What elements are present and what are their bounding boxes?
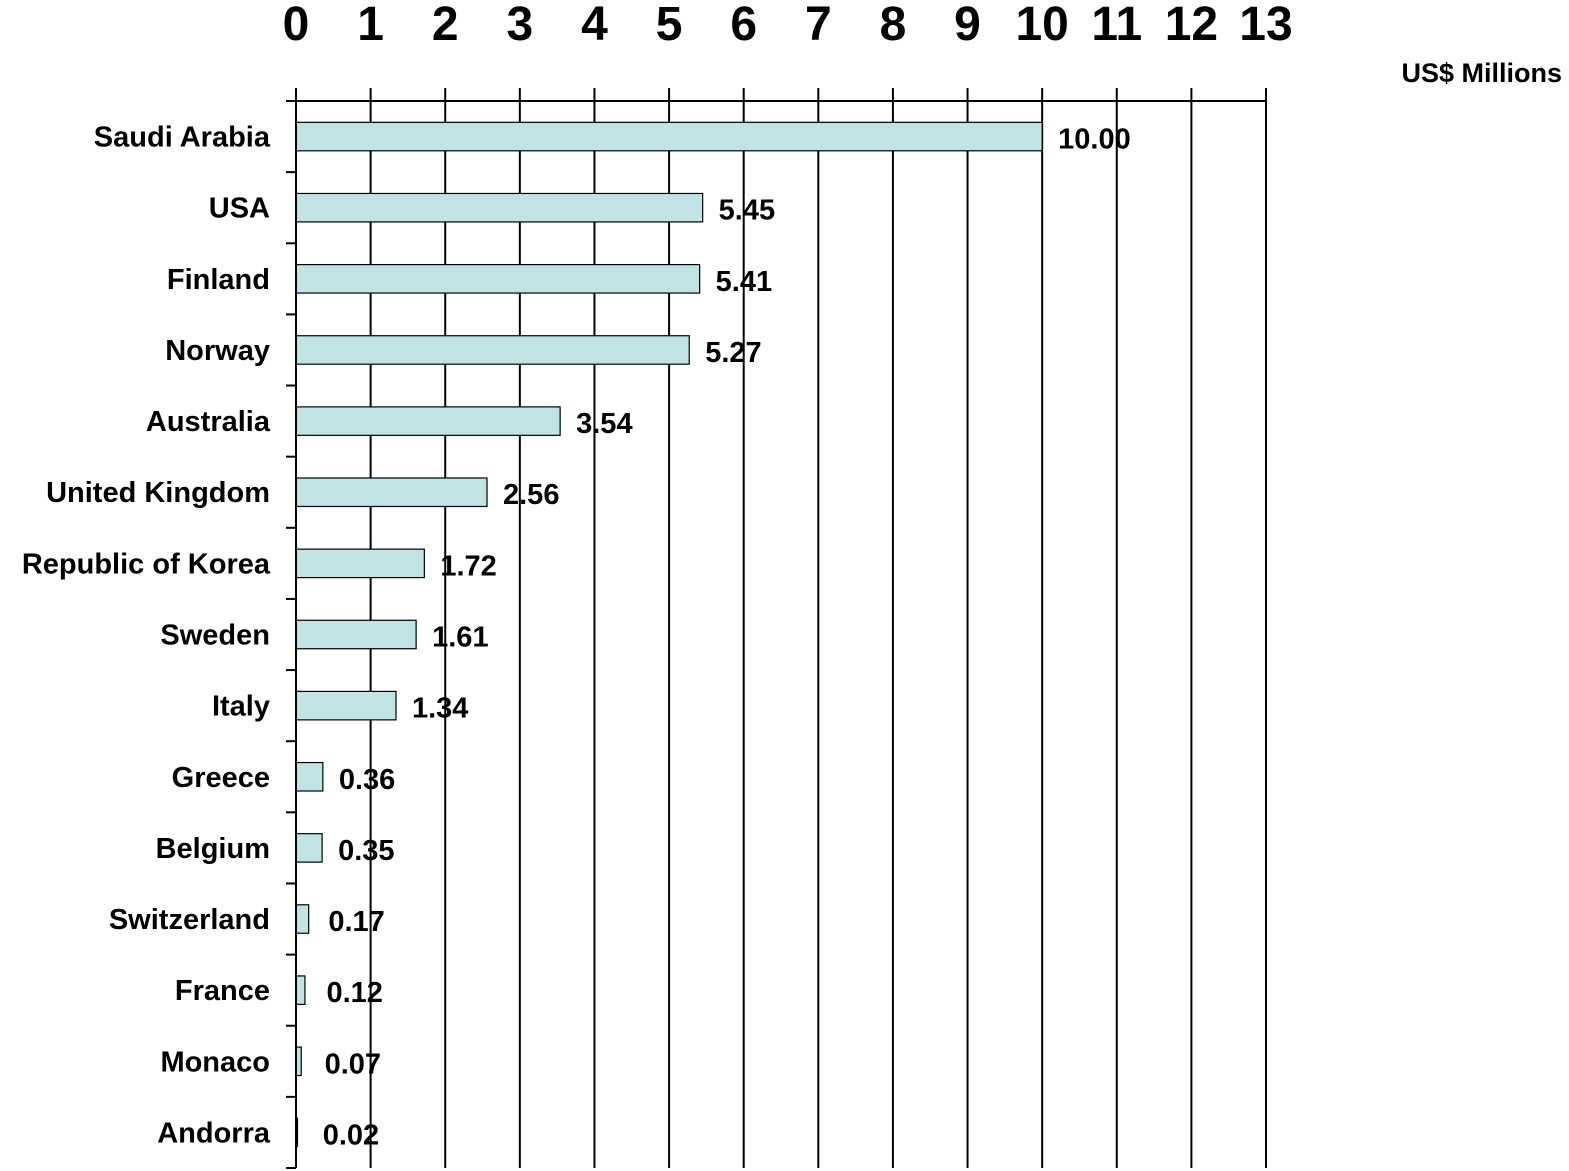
category-label-14: Andorra (157, 1117, 271, 1149)
value-label-3: 5.27 (705, 337, 761, 369)
category-label-8: Italy (212, 691, 270, 723)
x-tick-label-12: 12 (1165, 0, 1218, 51)
value-label-4: 3.54 (576, 408, 632, 440)
bar-6 (295, 548, 425, 579)
bar-9 (295, 761, 324, 792)
category-labels: Saudi Arabia USA Finland Norway Australia Uni… (22, 122, 271, 1150)
category-label-2: Finland (167, 264, 270, 296)
category-label-6: Republic of Korea (22, 548, 271, 580)
x-tick-label-8: 8 (880, 0, 907, 51)
x-tick-label-3: 3 (506, 0, 533, 51)
value-label-14: 0.02 (323, 1119, 379, 1151)
value-label-12: 0.12 (326, 977, 382, 1009)
bar-12 (295, 975, 306, 1005)
category-label-9: Greece (172, 762, 270, 794)
bar-7 (295, 619, 417, 650)
x-tick-label-10: 10 (1015, 0, 1068, 51)
category-label-12: France (175, 975, 270, 1007)
category-label-13: Monaco (160, 1046, 270, 1078)
value-label-6: 1.72 (440, 550, 496, 582)
value-label-5: 2.56 (503, 479, 559, 511)
x-axis-unit-label: US$ Millions (1401, 58, 1562, 88)
category-label-0: Saudi Arabia (94, 122, 271, 154)
x-tick-label-1: 1 (357, 0, 384, 51)
value-labels: 10.00 5.45 5.41 5.27 3.54 2.56 1.72 1.61 1.34 0.3… (323, 124, 1131, 1152)
bar-1 (295, 192, 704, 223)
x-tick-labels: 0 1 2 3 4 5 6 7 8 9 10 11 12 13 (283, 0, 1293, 51)
value-label-10: 0.35 (338, 835, 394, 867)
value-label-7: 1.61 (432, 622, 488, 654)
category-label-4: Australia (146, 406, 271, 438)
bar-8 (295, 690, 397, 721)
value-label-9: 0.36 (339, 764, 395, 796)
value-label-13: 0.07 (325, 1048, 381, 1080)
value-label-2: 5.41 (716, 266, 772, 298)
x-tick-label-6: 6 (730, 0, 757, 51)
category-label-11: Switzerland (109, 904, 270, 936)
category-label-1: USA (209, 193, 270, 225)
bar-11 (295, 904, 310, 934)
x-tick-label-7: 7 (805, 0, 832, 51)
bar-5 (295, 477, 488, 508)
x-tick-label-0: 0 (283, 0, 310, 51)
bar-3 (295, 335, 690, 365)
bar-0 (295, 121, 1043, 152)
x-tick-label-9: 9 (954, 0, 981, 51)
bar-10 (295, 833, 323, 863)
bars (295, 121, 1043, 1148)
x-tick-label-13: 13 (1239, 0, 1292, 51)
value-label-1: 5.45 (719, 195, 775, 227)
x-tick-label-5: 5 (656, 0, 683, 51)
x-tick-label-2: 2 (432, 0, 459, 51)
axes (286, 88, 1266, 1169)
category-label-3: Norway (165, 335, 270, 367)
value-label-11: 0.17 (328, 906, 384, 938)
x-tick-label-11: 11 (1091, 0, 1142, 51)
bar-2 (295, 264, 701, 294)
x-tick-label-4: 4 (581, 0, 608, 51)
value-label-8: 1.34 (412, 693, 468, 725)
value-label-0: 10.00 (1058, 124, 1131, 156)
bar-4 (295, 406, 561, 436)
category-label-5: United Kingdom (46, 477, 270, 509)
category-label-10: Belgium (156, 833, 270, 865)
category-label-7: Sweden (160, 620, 270, 652)
